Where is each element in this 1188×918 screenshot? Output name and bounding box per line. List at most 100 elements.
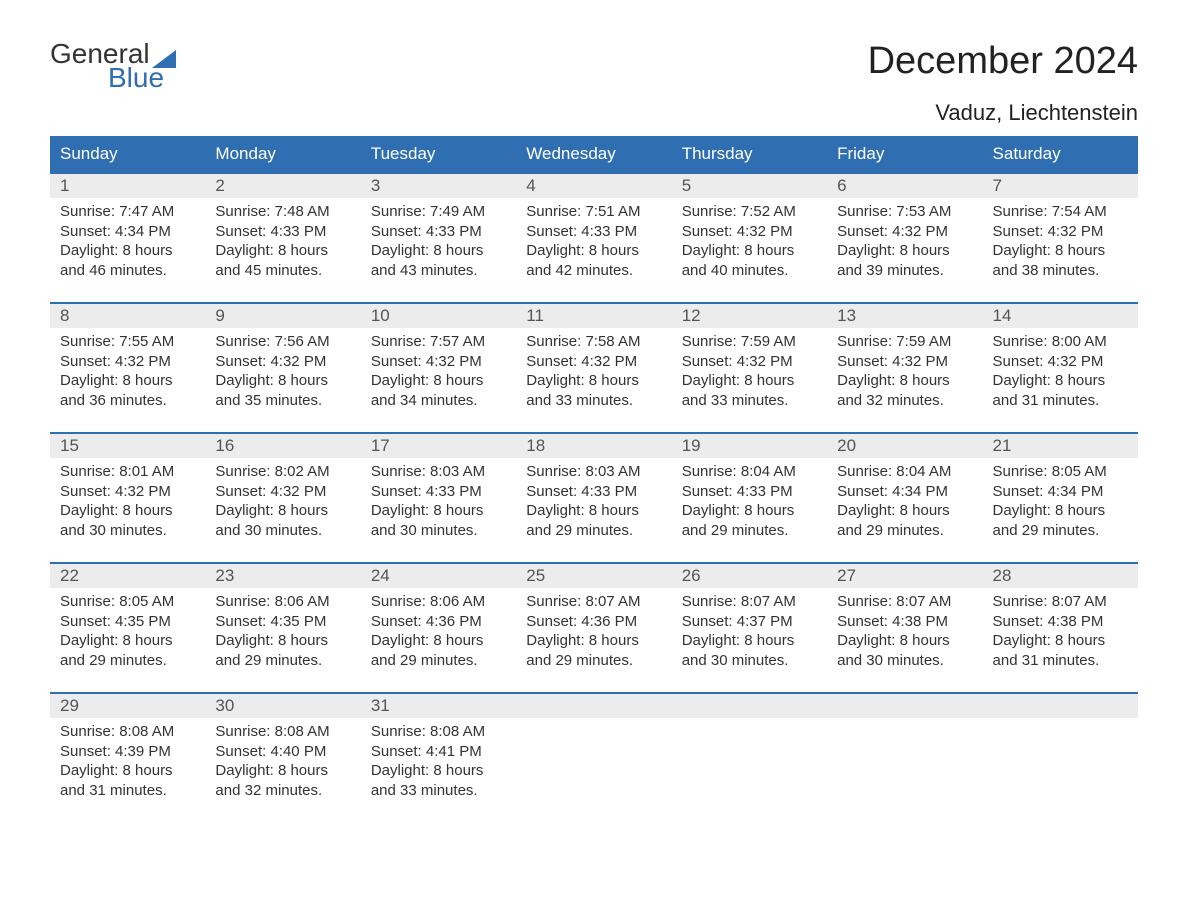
day-details: Sunrise: 7:58 AMSunset: 4:32 PMDaylight:… [516, 328, 671, 418]
day-number: 7 [983, 174, 1138, 198]
day-details: Sunrise: 8:07 AMSunset: 4:36 PMDaylight:… [516, 588, 671, 678]
day-details: Sunrise: 8:06 AMSunset: 4:36 PMDaylight:… [361, 588, 516, 678]
day-details: Sunrise: 7:49 AMSunset: 4:33 PMDaylight:… [361, 198, 516, 288]
day-details: Sunrise: 8:07 AMSunset: 4:38 PMDaylight:… [983, 588, 1138, 678]
calendar-cell: 14Sunrise: 8:00 AMSunset: 4:32 PMDayligh… [983, 304, 1138, 418]
calendar-cell: 17Sunrise: 8:03 AMSunset: 4:33 PMDayligh… [361, 434, 516, 548]
day-details: Sunrise: 7:47 AMSunset: 4:34 PMDaylight:… [50, 198, 205, 288]
calendar-cell: 12Sunrise: 7:59 AMSunset: 4:32 PMDayligh… [672, 304, 827, 418]
calendar-cell: 27Sunrise: 8:07 AMSunset: 4:38 PMDayligh… [827, 564, 982, 678]
calendar-cell: 1Sunrise: 7:47 AMSunset: 4:34 PMDaylight… [50, 174, 205, 288]
day-details: Sunrise: 8:08 AMSunset: 4:41 PMDaylight:… [361, 718, 516, 808]
calendar-header-cell: Tuesday [361, 136, 516, 172]
calendar-cell: . [516, 694, 671, 808]
calendar-cell: 18Sunrise: 8:03 AMSunset: 4:33 PMDayligh… [516, 434, 671, 548]
location-label: Vaduz, Liechtenstein [50, 100, 1138, 126]
calendar-cell: 23Sunrise: 8:06 AMSunset: 4:35 PMDayligh… [205, 564, 360, 678]
day-details: Sunrise: 8:03 AMSunset: 4:33 PMDaylight:… [361, 458, 516, 548]
day-number: 26 [672, 564, 827, 588]
day-details: Sunrise: 7:51 AMSunset: 4:33 PMDaylight:… [516, 198, 671, 288]
day-details: Sunrise: 8:08 AMSunset: 4:40 PMDaylight:… [205, 718, 360, 808]
calendar-week-row: 15Sunrise: 8:01 AMSunset: 4:32 PMDayligh… [50, 432, 1138, 548]
calendar-cell: 26Sunrise: 8:07 AMSunset: 4:37 PMDayligh… [672, 564, 827, 678]
day-number: . [827, 694, 982, 718]
day-details: Sunrise: 8:04 AMSunset: 4:33 PMDaylight:… [672, 458, 827, 548]
calendar-week-row: 1Sunrise: 7:47 AMSunset: 4:34 PMDaylight… [50, 172, 1138, 288]
calendar-header-cell: Friday [827, 136, 982, 172]
day-details: Sunrise: 7:54 AMSunset: 4:32 PMDaylight:… [983, 198, 1138, 288]
calendar-cell: 11Sunrise: 7:58 AMSunset: 4:32 PMDayligh… [516, 304, 671, 418]
calendar-header-cell: Wednesday [516, 136, 671, 172]
calendar-header-row: SundayMondayTuesdayWednesdayThursdayFrid… [50, 136, 1138, 172]
day-details: Sunrise: 8:07 AMSunset: 4:38 PMDaylight:… [827, 588, 982, 678]
day-number: . [516, 694, 671, 718]
calendar-week-row: 29Sunrise: 8:08 AMSunset: 4:39 PMDayligh… [50, 692, 1138, 808]
day-details: Sunrise: 8:08 AMSunset: 4:39 PMDaylight:… [50, 718, 205, 808]
day-details: Sunrise: 8:03 AMSunset: 4:33 PMDaylight:… [516, 458, 671, 548]
day-details: Sunrise: 7:56 AMSunset: 4:32 PMDaylight:… [205, 328, 360, 418]
day-number: 10 [361, 304, 516, 328]
day-details: Sunrise: 8:05 AMSunset: 4:35 PMDaylight:… [50, 588, 205, 678]
calendar-cell: 19Sunrise: 8:04 AMSunset: 4:33 PMDayligh… [672, 434, 827, 548]
day-number: 14 [983, 304, 1138, 328]
calendar-cell: 10Sunrise: 7:57 AMSunset: 4:32 PMDayligh… [361, 304, 516, 418]
day-number: 18 [516, 434, 671, 458]
calendar-cell: 6Sunrise: 7:53 AMSunset: 4:32 PMDaylight… [827, 174, 982, 288]
day-details: Sunrise: 8:07 AMSunset: 4:37 PMDaylight:… [672, 588, 827, 678]
calendar-cell: 13Sunrise: 7:59 AMSunset: 4:32 PMDayligh… [827, 304, 982, 418]
calendar-cell: 2Sunrise: 7:48 AMSunset: 4:33 PMDaylight… [205, 174, 360, 288]
calendar-cell: 22Sunrise: 8:05 AMSunset: 4:35 PMDayligh… [50, 564, 205, 678]
calendar-cell: 21Sunrise: 8:05 AMSunset: 4:34 PMDayligh… [983, 434, 1138, 548]
day-number: 3 [361, 174, 516, 198]
calendar-cell: 15Sunrise: 8:01 AMSunset: 4:32 PMDayligh… [50, 434, 205, 548]
day-number: 31 [361, 694, 516, 718]
day-number: 19 [672, 434, 827, 458]
day-number: 17 [361, 434, 516, 458]
calendar-cell: . [672, 694, 827, 808]
calendar-cell: 16Sunrise: 8:02 AMSunset: 4:32 PMDayligh… [205, 434, 360, 548]
day-details: Sunrise: 8:06 AMSunset: 4:35 PMDaylight:… [205, 588, 360, 678]
day-details: Sunrise: 8:01 AMSunset: 4:32 PMDaylight:… [50, 458, 205, 548]
day-details: Sunrise: 7:48 AMSunset: 4:33 PMDaylight:… [205, 198, 360, 288]
day-number: 8 [50, 304, 205, 328]
day-number: 11 [516, 304, 671, 328]
day-number: . [672, 694, 827, 718]
day-number: 13 [827, 304, 982, 328]
day-number: 25 [516, 564, 671, 588]
calendar-cell: 8Sunrise: 7:55 AMSunset: 4:32 PMDaylight… [50, 304, 205, 418]
day-number: 22 [50, 564, 205, 588]
calendar-cell: 3Sunrise: 7:49 AMSunset: 4:33 PMDaylight… [361, 174, 516, 288]
calendar-header-cell: Monday [205, 136, 360, 172]
day-number: 15 [50, 434, 205, 458]
logo: General Blue [50, 40, 176, 92]
day-number: 29 [50, 694, 205, 718]
calendar-cell: 28Sunrise: 8:07 AMSunset: 4:38 PMDayligh… [983, 564, 1138, 678]
day-details: Sunrise: 7:59 AMSunset: 4:32 PMDaylight:… [827, 328, 982, 418]
day-number: 27 [827, 564, 982, 588]
calendar-cell: 7Sunrise: 7:54 AMSunset: 4:32 PMDaylight… [983, 174, 1138, 288]
day-details: Sunrise: 8:05 AMSunset: 4:34 PMDaylight:… [983, 458, 1138, 548]
calendar-week-row: 22Sunrise: 8:05 AMSunset: 4:35 PMDayligh… [50, 562, 1138, 678]
day-details: Sunrise: 7:55 AMSunset: 4:32 PMDaylight:… [50, 328, 205, 418]
day-details: Sunrise: 8:04 AMSunset: 4:34 PMDaylight:… [827, 458, 982, 548]
logo-word-blue: Blue [108, 64, 176, 92]
day-number: 23 [205, 564, 360, 588]
day-number: 12 [672, 304, 827, 328]
day-number: 24 [361, 564, 516, 588]
day-number: 20 [827, 434, 982, 458]
calendar-table: SundayMondayTuesdayWednesdayThursdayFrid… [50, 136, 1138, 808]
day-number: 30 [205, 694, 360, 718]
day-number: 5 [672, 174, 827, 198]
calendar-cell: 9Sunrise: 7:56 AMSunset: 4:32 PMDaylight… [205, 304, 360, 418]
day-details: Sunrise: 7:52 AMSunset: 4:32 PMDaylight:… [672, 198, 827, 288]
day-number: 4 [516, 174, 671, 198]
calendar-header-cell: Thursday [672, 136, 827, 172]
day-details: Sunrise: 8:02 AMSunset: 4:32 PMDaylight:… [205, 458, 360, 548]
day-details: Sunrise: 7:53 AMSunset: 4:32 PMDaylight:… [827, 198, 982, 288]
calendar-cell: 29Sunrise: 8:08 AMSunset: 4:39 PMDayligh… [50, 694, 205, 808]
day-number: 16 [205, 434, 360, 458]
calendar-cell: 25Sunrise: 8:07 AMSunset: 4:36 PMDayligh… [516, 564, 671, 678]
calendar-cell: . [827, 694, 982, 808]
day-number: 6 [827, 174, 982, 198]
day-number: 28 [983, 564, 1138, 588]
